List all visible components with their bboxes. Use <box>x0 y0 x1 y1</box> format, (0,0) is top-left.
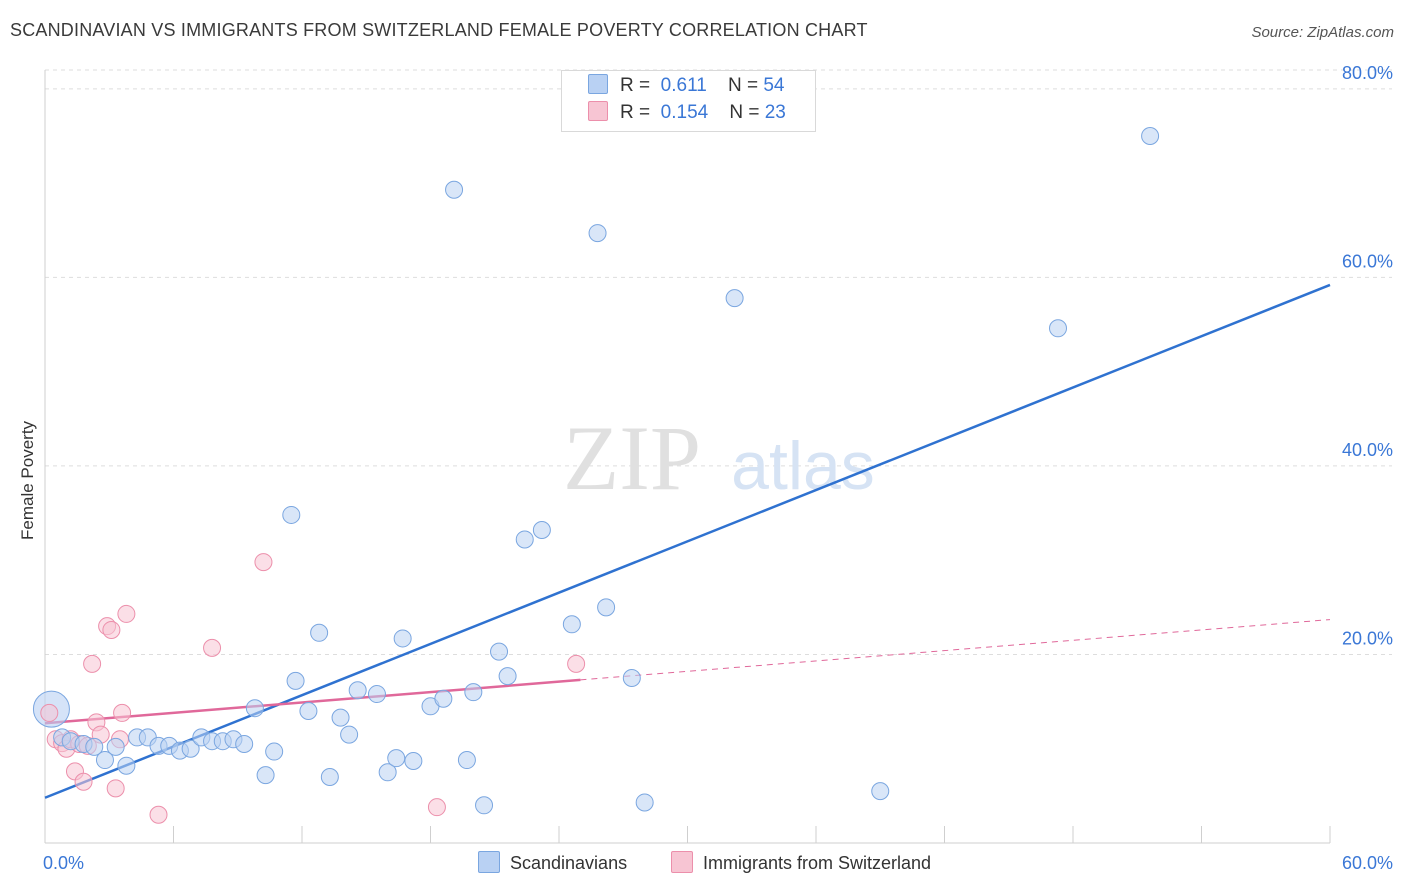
data-point-scandinavians <box>320 768 339 787</box>
data-point-scandinavians <box>464 683 483 702</box>
watermark: ZIP atlas <box>563 407 875 509</box>
data-point-switzerland <box>427 798 446 817</box>
data-point-scandinavians <box>457 751 476 770</box>
data-points <box>32 126 1160 824</box>
tick-labels: 20.0% 40.0% 60.0% 80.0% 0.0% 60.0% <box>43 63 1393 873</box>
data-point-scandinavians <box>515 530 534 549</box>
n-value: 54 <box>763 75 785 96</box>
data-point-scandinavians <box>299 702 318 721</box>
data-point-scandinavians <box>404 751 423 770</box>
data-point-scandinavians <box>445 180 464 199</box>
data-point-switzerland <box>149 805 168 824</box>
r-value: 0.154 <box>660 102 709 123</box>
pink-swatch-icon <box>588 101 608 121</box>
y-tick-label: 20.0% <box>1342 628 1393 648</box>
data-point-scandinavians <box>310 623 329 642</box>
grid <box>45 69 1392 655</box>
trendlines <box>44 283 1331 799</box>
pink-swatch-icon <box>671 851 693 873</box>
trendline-switzerland <box>44 678 581 725</box>
data-point-switzerland <box>83 654 102 673</box>
data-point-scandinavians <box>235 735 254 754</box>
data-point-scandinavians <box>871 782 890 801</box>
n-label: N = <box>729 102 760 123</box>
data-point-scandinavians <box>378 763 397 782</box>
data-point-scandinavians <box>434 689 453 708</box>
data-point-scandinavians <box>635 793 654 812</box>
data-point-scandinavians <box>348 681 367 700</box>
data-point-scandinavians <box>256 766 275 785</box>
data-point-scandinavians <box>562 615 581 634</box>
data-point-scandinavians <box>622 669 641 688</box>
trendline-switzerland <box>580 619 1331 681</box>
data-point-scandinavians <box>331 708 350 727</box>
n-label: N = <box>727 75 759 96</box>
data-point-scandinavians <box>265 742 284 761</box>
data-point-scandinavians <box>106 737 125 756</box>
data-point-scandinavians <box>1141 126 1160 145</box>
data-point-switzerland <box>254 553 273 572</box>
y-tick-label: 40.0% <box>1342 440 1393 460</box>
data-point-switzerland <box>40 703 59 722</box>
data-point-switzerland <box>113 703 132 722</box>
blue-swatch-icon <box>588 74 608 94</box>
data-point-scandinavians <box>498 667 517 686</box>
data-point-scandinavians <box>597 598 616 617</box>
x-tick-label: 0.0% <box>43 853 84 873</box>
data-point-scandinavians <box>1049 319 1068 338</box>
data-point-scandinavians <box>490 642 509 661</box>
data-point-scandinavians <box>475 796 494 815</box>
data-point-scandinavians <box>181 739 200 758</box>
blue-swatch-icon <box>478 851 500 873</box>
r-value: 0.611 <box>660 75 707 96</box>
data-point-scandinavians <box>117 756 136 775</box>
chart-title: SCANDINAVIAN VS IMMIGRANTS FROM SWITZERL… <box>10 20 868 40</box>
data-point-scandinavians <box>532 521 551 540</box>
data-point-scandinavians <box>85 737 104 756</box>
legend-item-switzerland: Immigrants from Switzerland <box>671 851 931 877</box>
data-point-switzerland <box>74 772 93 791</box>
trendline-scandinavians <box>44 283 1331 799</box>
legend-label: Scandinavians <box>510 853 628 873</box>
data-point-scandinavians <box>367 685 386 704</box>
data-point-scandinavians <box>588 224 607 243</box>
data-point-switzerland <box>567 654 586 673</box>
stats-legend-row-scandinavians: R = 0.611 N = 54 <box>588 74 784 100</box>
legend-item-scandinavians: Scandinavians <box>478 851 627 877</box>
data-point-scandinavians <box>282 505 301 524</box>
stats-legend-row-switzerland: R = 0.154 N = 23 <box>588 101 786 127</box>
source-label: Source: ZipAtlas.com <box>1251 24 1394 41</box>
data-point-scandinavians <box>286 671 305 690</box>
data-point-scandinavians <box>95 751 114 770</box>
legend-label: Immigrants from Switzerland <box>703 853 932 873</box>
watermark-atlas: atlas <box>731 428 875 504</box>
stats-legend: R = 0.611 N = 54 R = 0.154 N = 23 <box>561 70 816 132</box>
data-point-scandinavians <box>725 289 744 308</box>
x-tick-label: 60.0% <box>1342 853 1393 873</box>
data-point-switzerland <box>117 604 136 623</box>
y-tick-label: 60.0% <box>1342 251 1393 271</box>
r-label: R = <box>620 75 651 96</box>
data-point-scandinavians <box>245 699 264 718</box>
y-tick-label: 80.0% <box>1342 63 1393 83</box>
data-point-switzerland <box>102 620 121 639</box>
data-point-scandinavians <box>393 629 412 648</box>
n-value: 23 <box>764 102 786 123</box>
data-point-switzerland <box>106 779 125 798</box>
data-point-switzerland <box>203 638 222 657</box>
data-point-scandinavians <box>340 725 359 744</box>
data-point-scandinavians <box>387 749 406 768</box>
watermark-zip: ZIP <box>563 407 701 509</box>
r-label: R = <box>620 102 651 123</box>
